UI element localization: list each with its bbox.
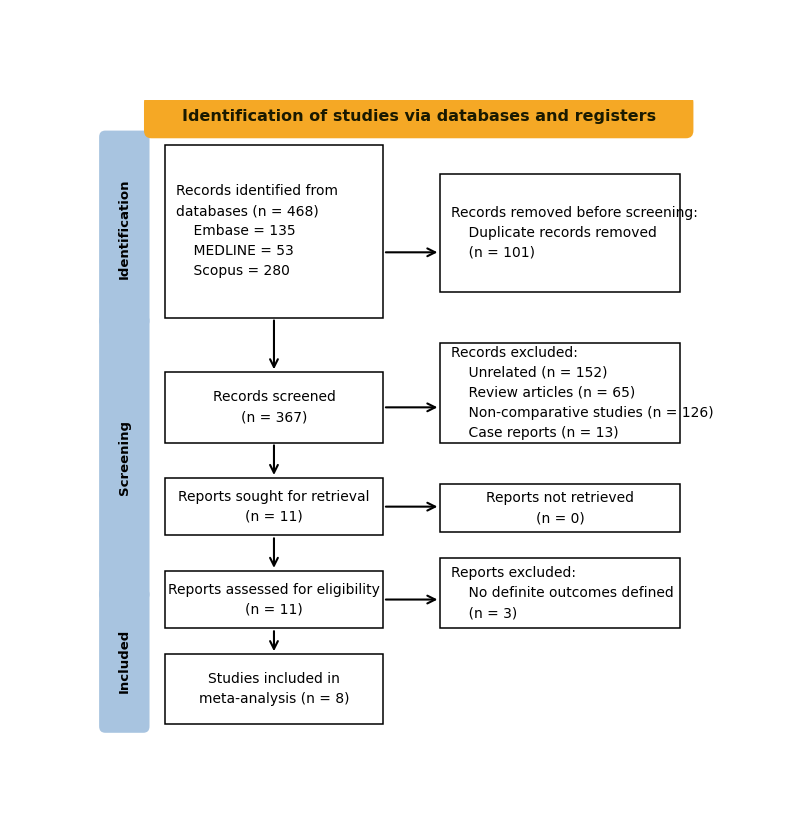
FancyBboxPatch shape <box>99 131 150 327</box>
Text: Records screened
(n = 367): Records screened (n = 367) <box>213 390 335 424</box>
Bar <box>165 478 383 536</box>
Bar <box>165 372 383 443</box>
Bar <box>165 145 383 318</box>
Bar <box>440 344 680 443</box>
Text: Records identified from
databases (n = 468)
    Embase = 135
    MEDLINE = 53
  : Records identified from databases (n = 4… <box>176 184 338 278</box>
Text: Records excluded:
    Unrelated (n = 152)
    Review articles (n = 65)
    Non-c: Records excluded: Unrelated (n = 152) Re… <box>451 346 714 440</box>
FancyBboxPatch shape <box>99 588 150 733</box>
Text: Reports not retrieved
(n = 0): Reports not retrieved (n = 0) <box>486 491 634 525</box>
Text: Reports sought for retrieval
(n = 11): Reports sought for retrieval (n = 11) <box>178 489 370 523</box>
FancyBboxPatch shape <box>144 95 693 138</box>
Text: Reports assessed for eligibility
(n = 11): Reports assessed for eligibility (n = 11… <box>168 582 380 617</box>
Bar <box>440 484 680 532</box>
Text: Identification: Identification <box>118 179 131 280</box>
Text: Records removed before screening:
    Duplicate records removed
    (n = 101): Records removed before screening: Duplic… <box>451 206 698 260</box>
Bar <box>165 654 383 725</box>
Bar <box>165 571 383 628</box>
Text: Screening: Screening <box>118 420 131 495</box>
Bar <box>440 174 680 292</box>
Text: Studies included in
meta-analysis (n = 8): Studies included in meta-analysis (n = 8… <box>199 672 349 706</box>
Text: Reports excluded:
    No definite outcomes defined
    (n = 3): Reports excluded: No definite outcomes d… <box>451 566 674 620</box>
Bar <box>440 558 680 628</box>
Text: Identification of studies via databases and registers: Identification of studies via databases … <box>182 109 656 124</box>
FancyBboxPatch shape <box>99 314 150 601</box>
Text: Included: Included <box>118 628 131 692</box>
